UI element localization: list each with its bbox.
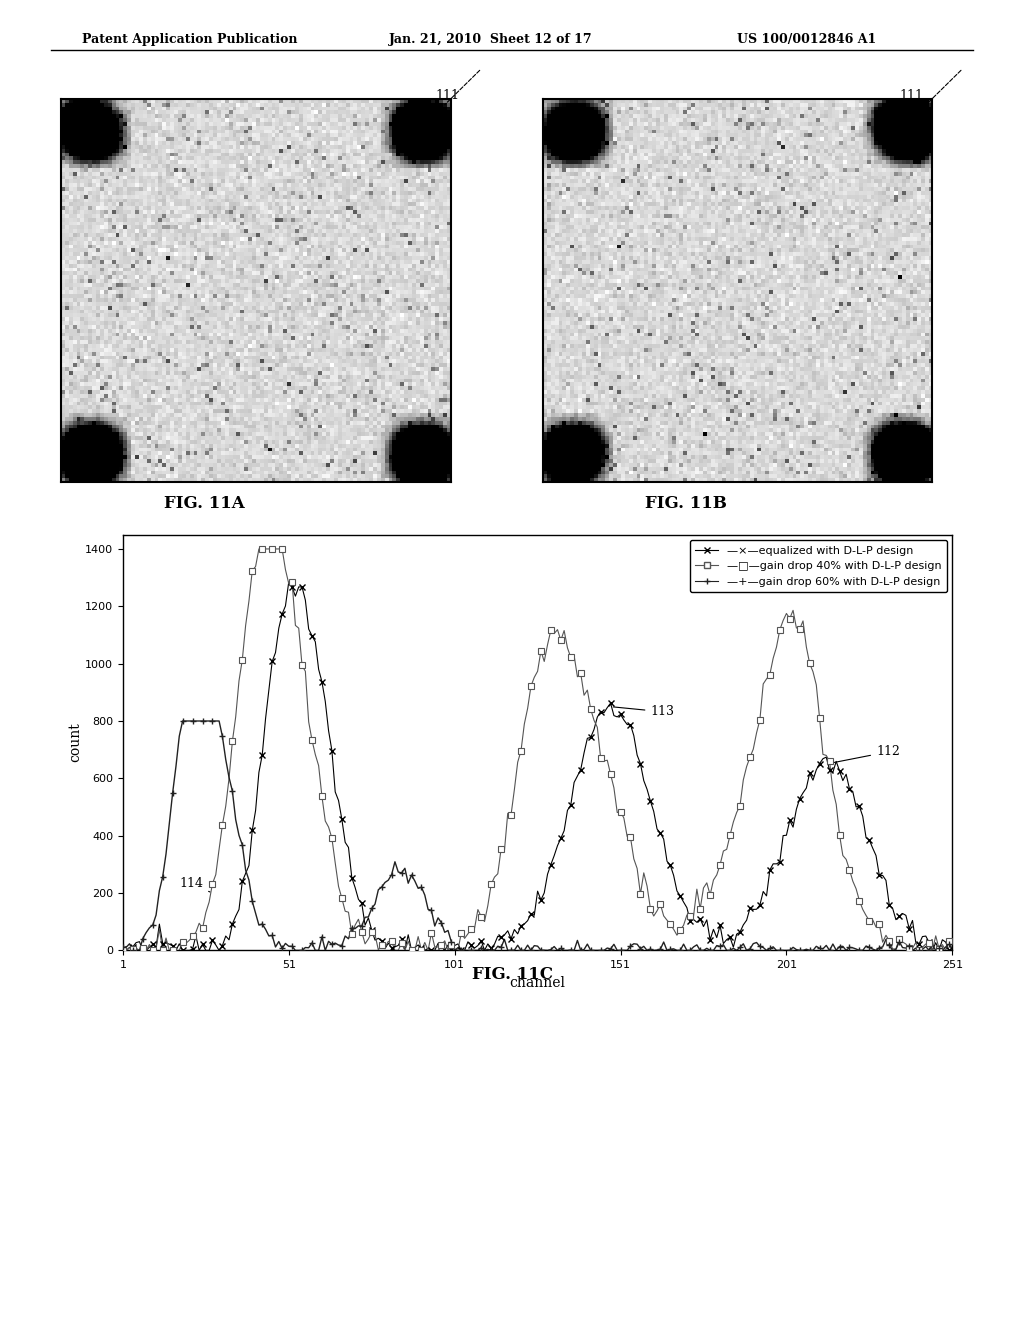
X-axis label: channel: channel [510,975,565,990]
Text: FIG. 11C: FIG. 11C [471,966,553,983]
Y-axis label: count: count [69,722,82,763]
Text: US 100/0012846 A1: US 100/0012846 A1 [737,33,877,46]
Text: Patent Application Publication: Patent Application Publication [82,33,297,46]
Legend: —×—equalized with D-L-P design, —□—gain drop 40% with D-L-P design, —+—gain drop: —×—equalized with D-L-P design, —□—gain … [690,540,947,593]
Text: 113: 113 [613,705,675,718]
Text: FIG. 11A: FIG. 11A [165,495,245,512]
Text: 111: 111 [899,88,923,102]
Text: Jan. 21, 2010  Sheet 12 of 17: Jan. 21, 2010 Sheet 12 of 17 [389,33,593,46]
Text: 114: 114 [179,878,210,892]
Text: 111: 111 [435,88,459,102]
Text: FIG. 11B: FIG. 11B [645,495,727,512]
Text: 112: 112 [829,746,900,763]
